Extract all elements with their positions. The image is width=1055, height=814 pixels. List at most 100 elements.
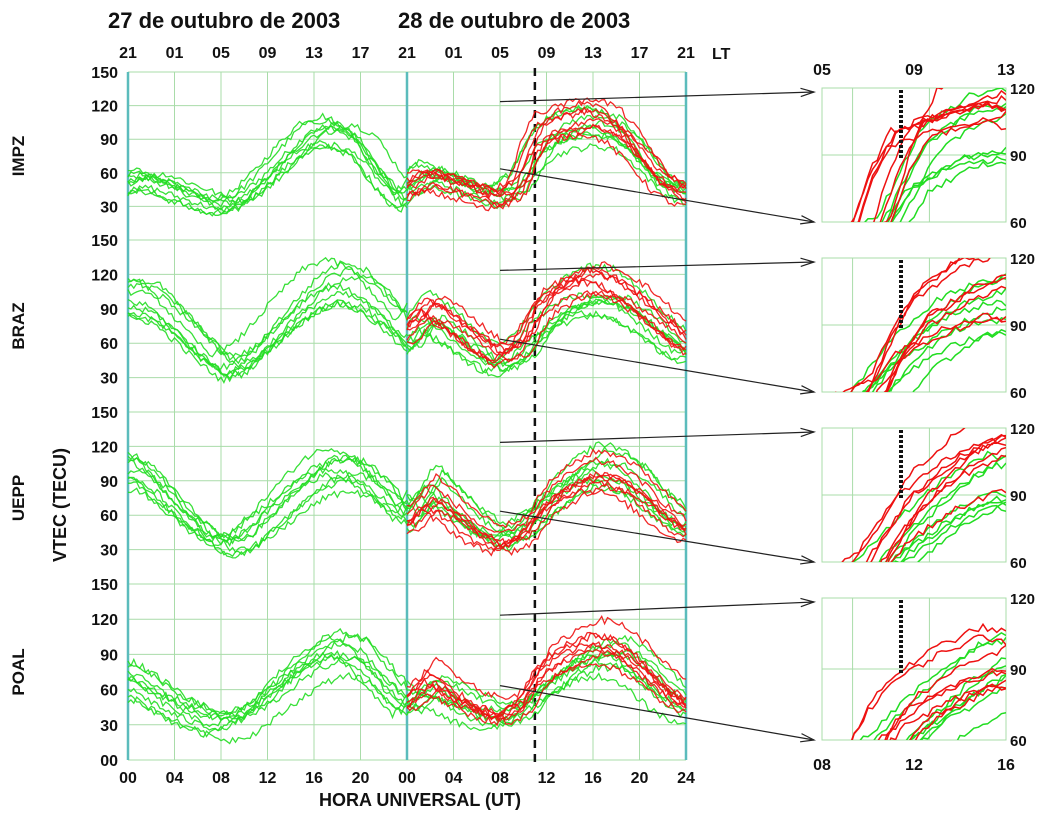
quiet-series-line <box>127 256 408 358</box>
zoom-y-tick-label: 120 <box>1010 251 1035 268</box>
zoom-storm-line <box>852 102 1006 222</box>
zoom-series-group <box>850 622 1006 740</box>
y-tick-label: 150 <box>91 577 118 594</box>
zoom-lt-tick-label: 13 <box>997 62 1015 79</box>
ut-tick-label: 16 <box>305 770 323 787</box>
ut-tick-label: 08 <box>212 770 230 787</box>
day-boundaries <box>126 68 688 768</box>
quiet-series-line <box>127 290 408 377</box>
quiet-series-line <box>127 300 408 377</box>
zoom-arrow-head <box>800 385 817 395</box>
y-tick-label: 150 <box>91 233 118 250</box>
y-tick-label: 90 <box>100 474 118 491</box>
zoom-storm-line <box>850 258 961 392</box>
zoom-arrow-line <box>499 338 815 393</box>
lt-tick-label: 05 <box>491 45 509 62</box>
y-tick-label: 30 <box>100 718 118 735</box>
quiet-series-line <box>127 471 408 547</box>
quiet-series-line <box>406 477 687 542</box>
zoom-quiet-line <box>863 88 1006 222</box>
y-tick-label: 120 <box>91 612 118 629</box>
quiet-series-line <box>127 456 408 547</box>
date-title-1: 27 de outubro de 2003 <box>108 8 340 33</box>
quiet-series-line <box>127 469 408 554</box>
zoom-arrow-head <box>800 427 817 438</box>
ut-tick-label: 24 <box>677 770 695 787</box>
storm-series-line <box>406 448 687 529</box>
zoom-storm-line <box>865 437 1006 562</box>
storm-series-line <box>406 647 687 726</box>
zoom-storm-line <box>867 312 1006 392</box>
zoom-storm-line <box>880 454 1006 562</box>
zoom-arrow-head <box>800 597 817 608</box>
storm-series-line <box>406 290 687 362</box>
quiet-series-line <box>127 650 408 721</box>
quiet-series-line <box>127 122 408 206</box>
quiet-series-line <box>406 262 687 346</box>
zoom-ut-tick-label: 08 <box>813 757 831 774</box>
lt-tick-label: 09 <box>538 45 556 62</box>
quiet-series-line <box>127 454 408 546</box>
zoom-quiet-line <box>884 454 1006 562</box>
quiet-series-line <box>127 143 408 216</box>
zoom-arrow-line <box>499 431 815 443</box>
lt-tick-label: 13 <box>305 45 323 62</box>
zoom-lt-tick-label: 09 <box>905 62 923 79</box>
quiet-series-line <box>127 275 408 369</box>
zoom-storm-line <box>877 667 1006 740</box>
quiet-series-line <box>127 651 408 738</box>
quiet-series-line <box>127 627 408 716</box>
zoom-series-group <box>835 258 1006 392</box>
y-tick-label: 120 <box>91 267 118 284</box>
zoom-y-tick-label: 120 <box>1010 421 1035 438</box>
zoom-storm-line <box>865 258 991 392</box>
zoom-storm-line <box>890 110 1006 222</box>
zoom-quiet-line <box>865 317 1006 392</box>
lt-tick-label: 21 <box>398 45 416 62</box>
zoom-storm-line <box>889 683 1006 740</box>
y-axis-title: VTEC (TECU) <box>50 448 70 562</box>
zoom-storm-line <box>873 89 1006 222</box>
quiet-series-line <box>406 477 687 553</box>
lt-tick-label: 05 <box>212 45 230 62</box>
y-tick-label: 90 <box>100 647 118 664</box>
quiet-series-line <box>127 141 408 214</box>
zoom-storm-line <box>835 258 976 392</box>
ut-tick-label: 20 <box>631 770 649 787</box>
zoom-y-tick-label: 60 <box>1010 215 1027 232</box>
ut-tick-label: 08 <box>491 770 509 787</box>
y-tick-label: 60 <box>100 508 118 525</box>
zoom-quiet-line <box>884 331 1006 392</box>
zoom-storm-line <box>851 634 1006 740</box>
lt-tick-label: 09 <box>259 45 277 62</box>
zoom-y-tick-label: 90 <box>1010 488 1027 505</box>
zoom-y-tick-label: 90 <box>1010 662 1027 679</box>
zoom-quiet-line <box>891 146 1006 222</box>
zoom-quiet-line <box>887 306 1006 392</box>
zoom-storm-line <box>841 428 966 562</box>
quiet-series-line <box>127 633 408 728</box>
ut-tick-label: 04 <box>445 770 463 787</box>
y-tick-label: 90 <box>100 302 118 319</box>
zoom-arrow-line <box>499 601 815 616</box>
zoom-arrows <box>499 87 817 743</box>
quiet-series-line <box>127 632 408 719</box>
zoom-arrow-line <box>499 685 815 741</box>
zoom-y-tick-label: 60 <box>1010 555 1027 572</box>
zoom-storm-line <box>885 669 1006 740</box>
zoom-lt-tick-label: 05 <box>813 62 831 79</box>
zoom-quiet-line <box>917 501 1006 562</box>
lt-label: LT <box>712 46 731 63</box>
zoom-arrow-line <box>499 261 815 271</box>
station-label: BRAZ <box>9 302 28 349</box>
quiet-series-line <box>406 314 687 378</box>
quiet-series-line <box>127 117 408 206</box>
lt-tick-label: 01 <box>166 45 184 62</box>
zoom-y-tick-label: 90 <box>1010 148 1027 165</box>
zoom-storm-line <box>886 285 1006 392</box>
zoom-quiet-line <box>908 665 1006 740</box>
zoom-ut-tick-label: 12 <box>905 757 923 774</box>
quiet-series-line <box>406 658 687 720</box>
zoom-series-group <box>850 88 1006 222</box>
